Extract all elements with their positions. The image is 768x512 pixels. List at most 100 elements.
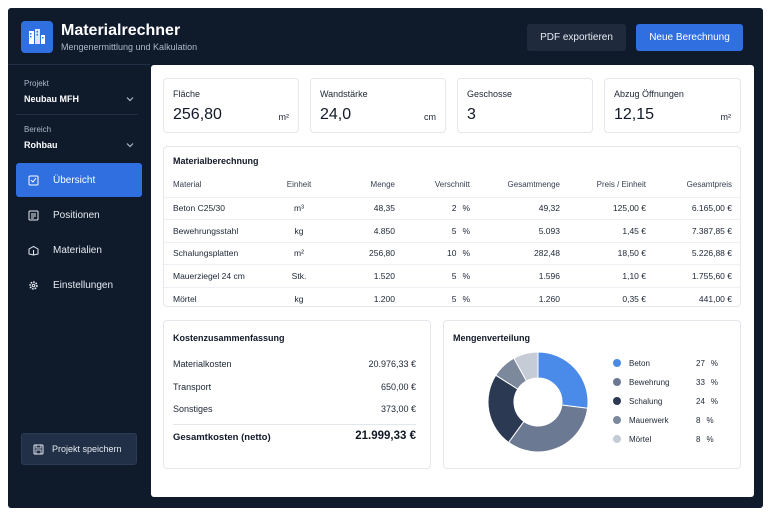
legend-percent: 27% xyxy=(696,359,718,368)
material-table: Material Einheit Menge Verschnitt Gesamt… xyxy=(164,173,741,310)
cell-unit: kg xyxy=(269,219,329,242)
legend-percent-value: 27 xyxy=(696,359,705,368)
cell-waste: 5% xyxy=(404,264,479,287)
cell-unit: kg xyxy=(269,286,329,310)
gear-icon xyxy=(29,280,38,290)
cell-unit: m² xyxy=(269,241,329,265)
nav-item-label: Positionen xyxy=(53,209,100,221)
table-row[interactable]: Beton C25/30 m³ 48,35 2% 49,32 125,00 €6.165,… xyxy=(164,196,741,220)
legend-percent: 33% xyxy=(696,378,718,387)
legend-item: Beton 27% xyxy=(613,358,718,370)
table-row[interactable]: Bewehrungsstahl kg 4.850 5% 5.093 1,45 €7.387… xyxy=(164,219,741,242)
cell-qty: 1.200 xyxy=(329,286,404,310)
save-project-button[interactable]: Projekt speichern xyxy=(21,433,137,465)
cell-qty: 48,35 xyxy=(329,196,404,220)
legend-item: Schalung 24% xyxy=(613,396,718,408)
donut-slice-0[interactable] xyxy=(537,351,589,409)
legend-percent: 24% xyxy=(696,397,718,406)
donut-slice-1[interactable] xyxy=(507,404,589,453)
area-value: Rohbau xyxy=(24,140,58,150)
table-row[interactable]: Mörtel kg 1.200 5% 1.260 0,35 €441,00 € xyxy=(164,286,741,310)
legend-swatch xyxy=(613,416,621,424)
legend-swatch xyxy=(613,359,621,367)
column-header: Menge xyxy=(370,180,395,190)
nav-item-settings[interactable]: Einstellungen xyxy=(16,268,142,302)
cost-value: 20.976,33 € xyxy=(368,359,416,369)
column-header: Material xyxy=(173,180,202,190)
legend-swatch xyxy=(613,397,621,405)
legend-item: Mauerwerk 8% xyxy=(613,415,716,427)
cell-price: 1,10 € xyxy=(569,264,655,287)
cell-waste: 5% xyxy=(404,286,479,310)
kpi-label: Wandstärke xyxy=(320,89,368,99)
kpi-card-area: Fläche 256,80 m² xyxy=(163,78,299,133)
legend-swatch xyxy=(613,435,621,443)
cost-value: 650,00 € xyxy=(380,382,416,392)
waste-value: 10 xyxy=(446,248,457,259)
cost-row-material: Materialkosten 20.976,33 € xyxy=(173,359,416,369)
new-calculation-button[interactable]: Neue Berechnung xyxy=(636,24,743,51)
kpi-value[interactable]: 24,0 xyxy=(320,106,352,123)
cell-price: 0,35 € xyxy=(569,286,655,310)
box-icon xyxy=(28,245,39,256)
nav-item-overview[interactable]: Übersicht xyxy=(16,163,142,197)
legend-percent: 8% xyxy=(696,416,714,425)
legend-item: Bewehrung 33% xyxy=(613,377,718,389)
cell-waste: 5% xyxy=(404,219,479,242)
cell-total-qty: 5.093 xyxy=(479,219,569,242)
app-title: Materialrechner xyxy=(61,22,181,39)
cell-material: Bewehrungsstahl xyxy=(164,219,269,242)
legend-percent-value: 33 xyxy=(696,378,705,387)
cell-total: 5.226,88 € xyxy=(655,241,741,265)
kpi-value[interactable]: 256,80 xyxy=(173,106,222,123)
table-row[interactable]: Schalungsplatten m² 256,80 10% 282,48 18,50 €… xyxy=(164,241,741,265)
donut-slice-4[interactable] xyxy=(513,351,539,382)
export-pdf-button[interactable]: PDF exportieren xyxy=(527,24,626,51)
kpi-unit: m² xyxy=(720,112,732,122)
column-header: Gesamtmenge xyxy=(507,180,560,190)
waste-value: 5 xyxy=(451,293,457,304)
waste-value: 2 xyxy=(451,203,457,214)
kpi-value[interactable]: 3 xyxy=(467,106,476,123)
nav-item-label: Materialien xyxy=(53,244,102,256)
column-header: Verschnitt xyxy=(434,180,470,190)
app-logo xyxy=(21,21,53,53)
save-icon xyxy=(33,444,44,454)
waste-value: 5 xyxy=(451,270,457,281)
table-row[interactable]: Mauerziegel 24 cm Stk. 1.520 5% 1.596 1,10 €1… xyxy=(164,264,741,287)
kpi-label: Geschosse xyxy=(467,89,513,99)
cell-qty: 256,80 xyxy=(329,241,404,265)
cost-row-transport: Transport 650,00 € xyxy=(173,382,416,392)
project-label: Projekt xyxy=(24,79,49,88)
legend-percent-value: 8 xyxy=(696,435,701,444)
legend-percent-unit: % xyxy=(706,435,714,444)
nav-item-label: Übersicht xyxy=(53,174,96,186)
cell-price: 18,50 € xyxy=(569,241,655,265)
kpi-label: Fläche xyxy=(173,89,201,99)
nav-item-positions[interactable]: Positionen xyxy=(16,198,142,232)
calculator-building-icon xyxy=(29,29,45,44)
nav-item-materials[interactable]: Materialien xyxy=(16,233,142,267)
legend-label: Mauerwerk xyxy=(629,416,669,425)
legend-percent: 8% xyxy=(696,435,714,444)
kpi-value[interactable]: 12,15 xyxy=(614,106,655,123)
waste-unit: % xyxy=(462,225,470,236)
waste-unit: % xyxy=(462,203,470,214)
overview-icon xyxy=(28,175,39,185)
column-header: Einheit xyxy=(286,180,312,190)
waste-unit: % xyxy=(462,248,470,259)
cost-total-value: 21.999,33 € xyxy=(355,430,416,442)
section-title: Kostenzusammenfassung xyxy=(173,333,285,343)
app-window: Materialrechner Mengenermittlung und Kal… xyxy=(8,8,763,508)
cell-material: Mauerziegel 24 cm xyxy=(164,264,269,287)
legend-percent-unit: % xyxy=(710,378,719,387)
distribution-card: Mengenverteilung Beton 27% Bewehrung 33% Sch… xyxy=(443,320,741,469)
cell-total-qty: 1.260 xyxy=(479,286,569,310)
cost-value: 373,00 € xyxy=(380,404,416,414)
kpi-unit: cm xyxy=(424,112,436,122)
cell-material: Mörtel xyxy=(164,286,269,310)
section-title: Materialberechnung xyxy=(173,156,259,166)
cell-unit: m³ xyxy=(269,196,329,220)
list-icon xyxy=(28,210,39,220)
kpi-card-wall-thickness: Wandstärke 24,0 cm xyxy=(310,78,446,133)
